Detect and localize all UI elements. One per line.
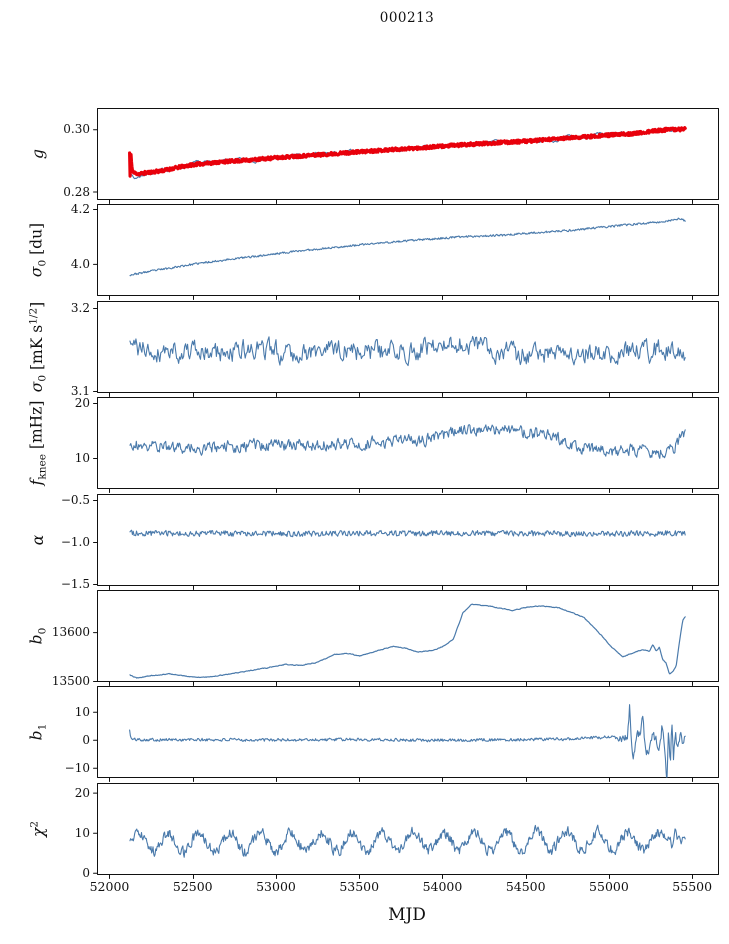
y-axis-label-part: b xyxy=(27,633,46,644)
y-axis-label-part: [du] xyxy=(27,222,46,260)
y-tick-label-alpha: −1.0 xyxy=(60,534,90,549)
y-tick-label-b0: 13500 xyxy=(51,674,90,688)
y-tick-label-alpha: −1.5 xyxy=(60,576,90,591)
y-tick-label-sigma0-mK: 3.1 xyxy=(70,384,90,398)
y-tick-label-alpha: −0.5 xyxy=(60,492,90,507)
x-tick-label: 52500 xyxy=(172,879,213,894)
y-tick-label-g: 0.30 xyxy=(63,122,90,137)
figure-title: 000213 xyxy=(379,10,435,26)
y-tick-label-fknee: 10 xyxy=(74,451,90,465)
y-axis-label-part: σ xyxy=(27,266,46,277)
y-tick-label-b0: 13600 xyxy=(51,625,90,640)
y-tick-label-fknee: 20 xyxy=(74,395,90,410)
y-axis-label-part: knee xyxy=(36,453,49,480)
x-tick-label: 55000 xyxy=(589,879,629,894)
x-tick-label: 55500 xyxy=(672,879,713,894)
y-tick-label-sigma0-du: 4.2 xyxy=(70,201,90,216)
y-axis-label-part: 1/2 xyxy=(27,307,40,325)
y-axis-label-part: g xyxy=(29,148,47,159)
y-axis-label-part: σ xyxy=(28,381,47,392)
x-tick-label: 52000 xyxy=(89,879,130,894)
y-axis-label-part: f xyxy=(27,479,46,485)
y-tick-label-chi2: 20 xyxy=(74,785,90,800)
y-axis-label-sigma0-mK: σ0 [mK s1/2] xyxy=(27,301,48,391)
y-axis-label-part: 1 xyxy=(36,723,49,730)
x-tick-label: 54000 xyxy=(422,879,463,894)
y-tick-label-sigma0-du: 4.0 xyxy=(70,256,90,271)
y-tick-label-b1: 10 xyxy=(74,704,90,719)
x-tick-label: 53000 xyxy=(256,879,296,894)
y-axis-label-alpha: α xyxy=(29,534,47,544)
y-axis-label-part: [mHz] xyxy=(27,400,46,454)
y-tick-label-chi2: 0 xyxy=(82,865,90,880)
y-axis-label-part: 0 xyxy=(36,374,49,382)
y-axis-label-part: 0 xyxy=(36,627,49,634)
x-tick-label: 54500 xyxy=(505,879,546,894)
y-axis-label-b1: b1 xyxy=(28,723,49,740)
y-tick-label-b1: −10 xyxy=(64,760,90,775)
y-axis-label-part: χ xyxy=(29,827,48,837)
y-tick-label-b1: 0 xyxy=(82,732,90,747)
x-axis-label: MJD xyxy=(388,905,426,925)
y-axis-label-b0: b0 xyxy=(28,627,49,644)
y-axis-label-part: ] xyxy=(28,301,47,308)
y-tick-label-chi2: 10 xyxy=(74,825,90,840)
y-axis-label-fknee: fknee [mHz] xyxy=(28,400,49,485)
y-axis-label-sigma0-du: σ0 [du] xyxy=(28,222,49,276)
y-axis-label-part: 0 xyxy=(36,259,49,267)
y-axis-label-part: b xyxy=(27,729,46,740)
y-tick-label-sigma0-mK: 3.2 xyxy=(70,300,90,315)
x-tick-label: 53500 xyxy=(339,879,380,894)
y-axis-label-part: α xyxy=(29,534,47,545)
y-axis-label-part: [mK s xyxy=(28,324,47,375)
y-axis-label-chi2: χ2 xyxy=(29,820,48,836)
y-axis-label-g: g xyxy=(29,149,47,159)
y-axis-label-part: 2 xyxy=(28,820,41,828)
y-tick-label-g: 0.28 xyxy=(63,184,90,199)
